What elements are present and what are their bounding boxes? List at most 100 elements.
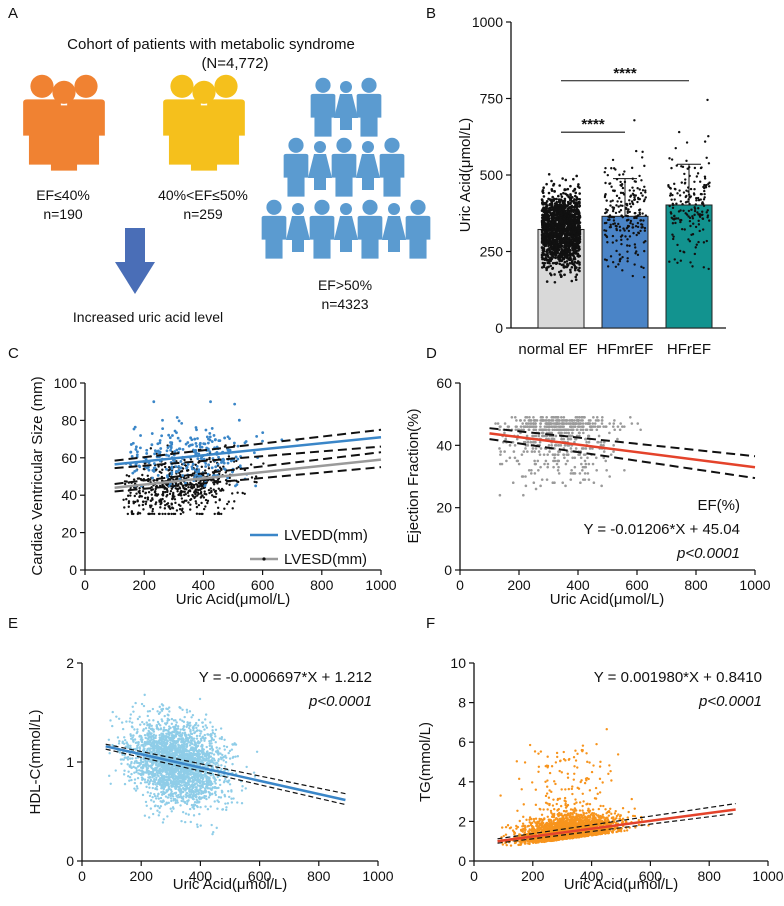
x-tick-label: 800: [307, 868, 331, 884]
ef-point: [618, 428, 622, 432]
data-point: [623, 170, 626, 173]
data-point: [541, 251, 545, 254]
data-point: [555, 246, 558, 249]
ef-point: [521, 475, 525, 478]
lvesd-point: [183, 458, 186, 462]
ef-point: [591, 462, 595, 466]
data-point: [622, 227, 625, 230]
data-point: [693, 180, 696, 183]
data-point: [545, 268, 548, 272]
data-point: [639, 191, 643, 195]
ef-point: [602, 444, 605, 447]
ef-point: [629, 415, 632, 419]
data-point: [578, 269, 581, 273]
lvesd-point: [224, 444, 227, 447]
lvesd-point: [129, 491, 132, 495]
lvesd-point: [133, 494, 137, 498]
data-point: [689, 187, 693, 191]
hdl-point: [228, 757, 232, 760]
data-point: [604, 193, 607, 196]
data-point: [642, 219, 645, 222]
data-point: [703, 175, 707, 178]
lvedd-point: [170, 467, 174, 471]
hdl-point: [134, 701, 137, 705]
group-ef-mid-n: n=259: [183, 206, 223, 222]
data-point: [635, 149, 638, 153]
ef-point: [560, 415, 563, 419]
lvedd-point: [204, 428, 208, 432]
ef-point: [545, 415, 548, 419]
data-point: [549, 264, 553, 268]
ef-point: [619, 422, 622, 425]
lvesd-point: [144, 500, 148, 503]
ef-point: [552, 437, 556, 441]
ef-point: [569, 434, 572, 438]
ef-point: [602, 456, 606, 460]
data-point: [548, 209, 551, 213]
data-point: [689, 261, 692, 264]
ef-point: [587, 462, 591, 466]
data-point: [578, 221, 581, 225]
data-point: [576, 252, 580, 256]
data-point: [603, 233, 607, 236]
ef-point: [576, 425, 580, 428]
ef-point: [623, 468, 626, 472]
data-point: [636, 196, 640, 200]
data-point: [678, 189, 681, 192]
lvedd-point: [165, 453, 168, 457]
ef-point: [510, 415, 514, 419]
data-point: [675, 164, 678, 167]
hdl-point: [142, 766, 145, 769]
data-point: [620, 214, 623, 217]
data-point: [541, 261, 545, 265]
data-point: [690, 208, 693, 211]
hdl-point: [190, 716, 193, 719]
data-point: [643, 164, 646, 168]
data-point: [676, 243, 679, 247]
data-point: [611, 209, 615, 213]
hdl-point: [151, 786, 154, 790]
ef-point: [582, 447, 585, 450]
hdl-point: [123, 738, 127, 742]
lvedd-point: [160, 434, 164, 438]
ef-point: [578, 415, 581, 419]
ef-point: [575, 415, 579, 419]
lvesd-point: [127, 505, 130, 508]
lvesd-point: [160, 471, 163, 475]
lvedd-point: [179, 466, 183, 470]
lvesd-point: [179, 504, 182, 508]
person-icon: [379, 137, 405, 197]
data-point: [695, 175, 699, 178]
data-point: [634, 211, 637, 215]
data-point: [563, 197, 567, 201]
panel-label-a: A: [8, 5, 18, 22]
data-point: [572, 231, 576, 235]
ef-point: [573, 472, 577, 475]
data-point: [631, 223, 634, 226]
ef-point: [546, 462, 550, 466]
lvesd-point: [166, 502, 170, 505]
data-point: [551, 195, 554, 199]
data-point: [618, 258, 622, 261]
lvesd-point: [138, 495, 142, 498]
lvedd-point: [216, 462, 220, 466]
lvesd-point: [172, 512, 175, 516]
lvesd-point: [189, 458, 193, 461]
lvedd-point: [238, 464, 242, 468]
data-point: [702, 241, 706, 244]
data-point: [626, 260, 629, 263]
y-axis-title: Ejection Fraction(%): [405, 408, 422, 543]
ef-point: [562, 453, 566, 456]
data-point: [609, 223, 612, 227]
data-point: [604, 229, 608, 232]
lvesd-point: [212, 483, 216, 486]
lvedd-point: [185, 466, 189, 470]
lvesd-point: [207, 478, 210, 482]
data-point: [558, 184, 561, 187]
lvedd-point: [177, 419, 181, 423]
lvedd-point: [139, 446, 142, 450]
lvedd-point: [229, 459, 233, 463]
data-point: [566, 187, 570, 191]
ef-point: [611, 425, 615, 428]
lvesd-point: [198, 512, 201, 516]
